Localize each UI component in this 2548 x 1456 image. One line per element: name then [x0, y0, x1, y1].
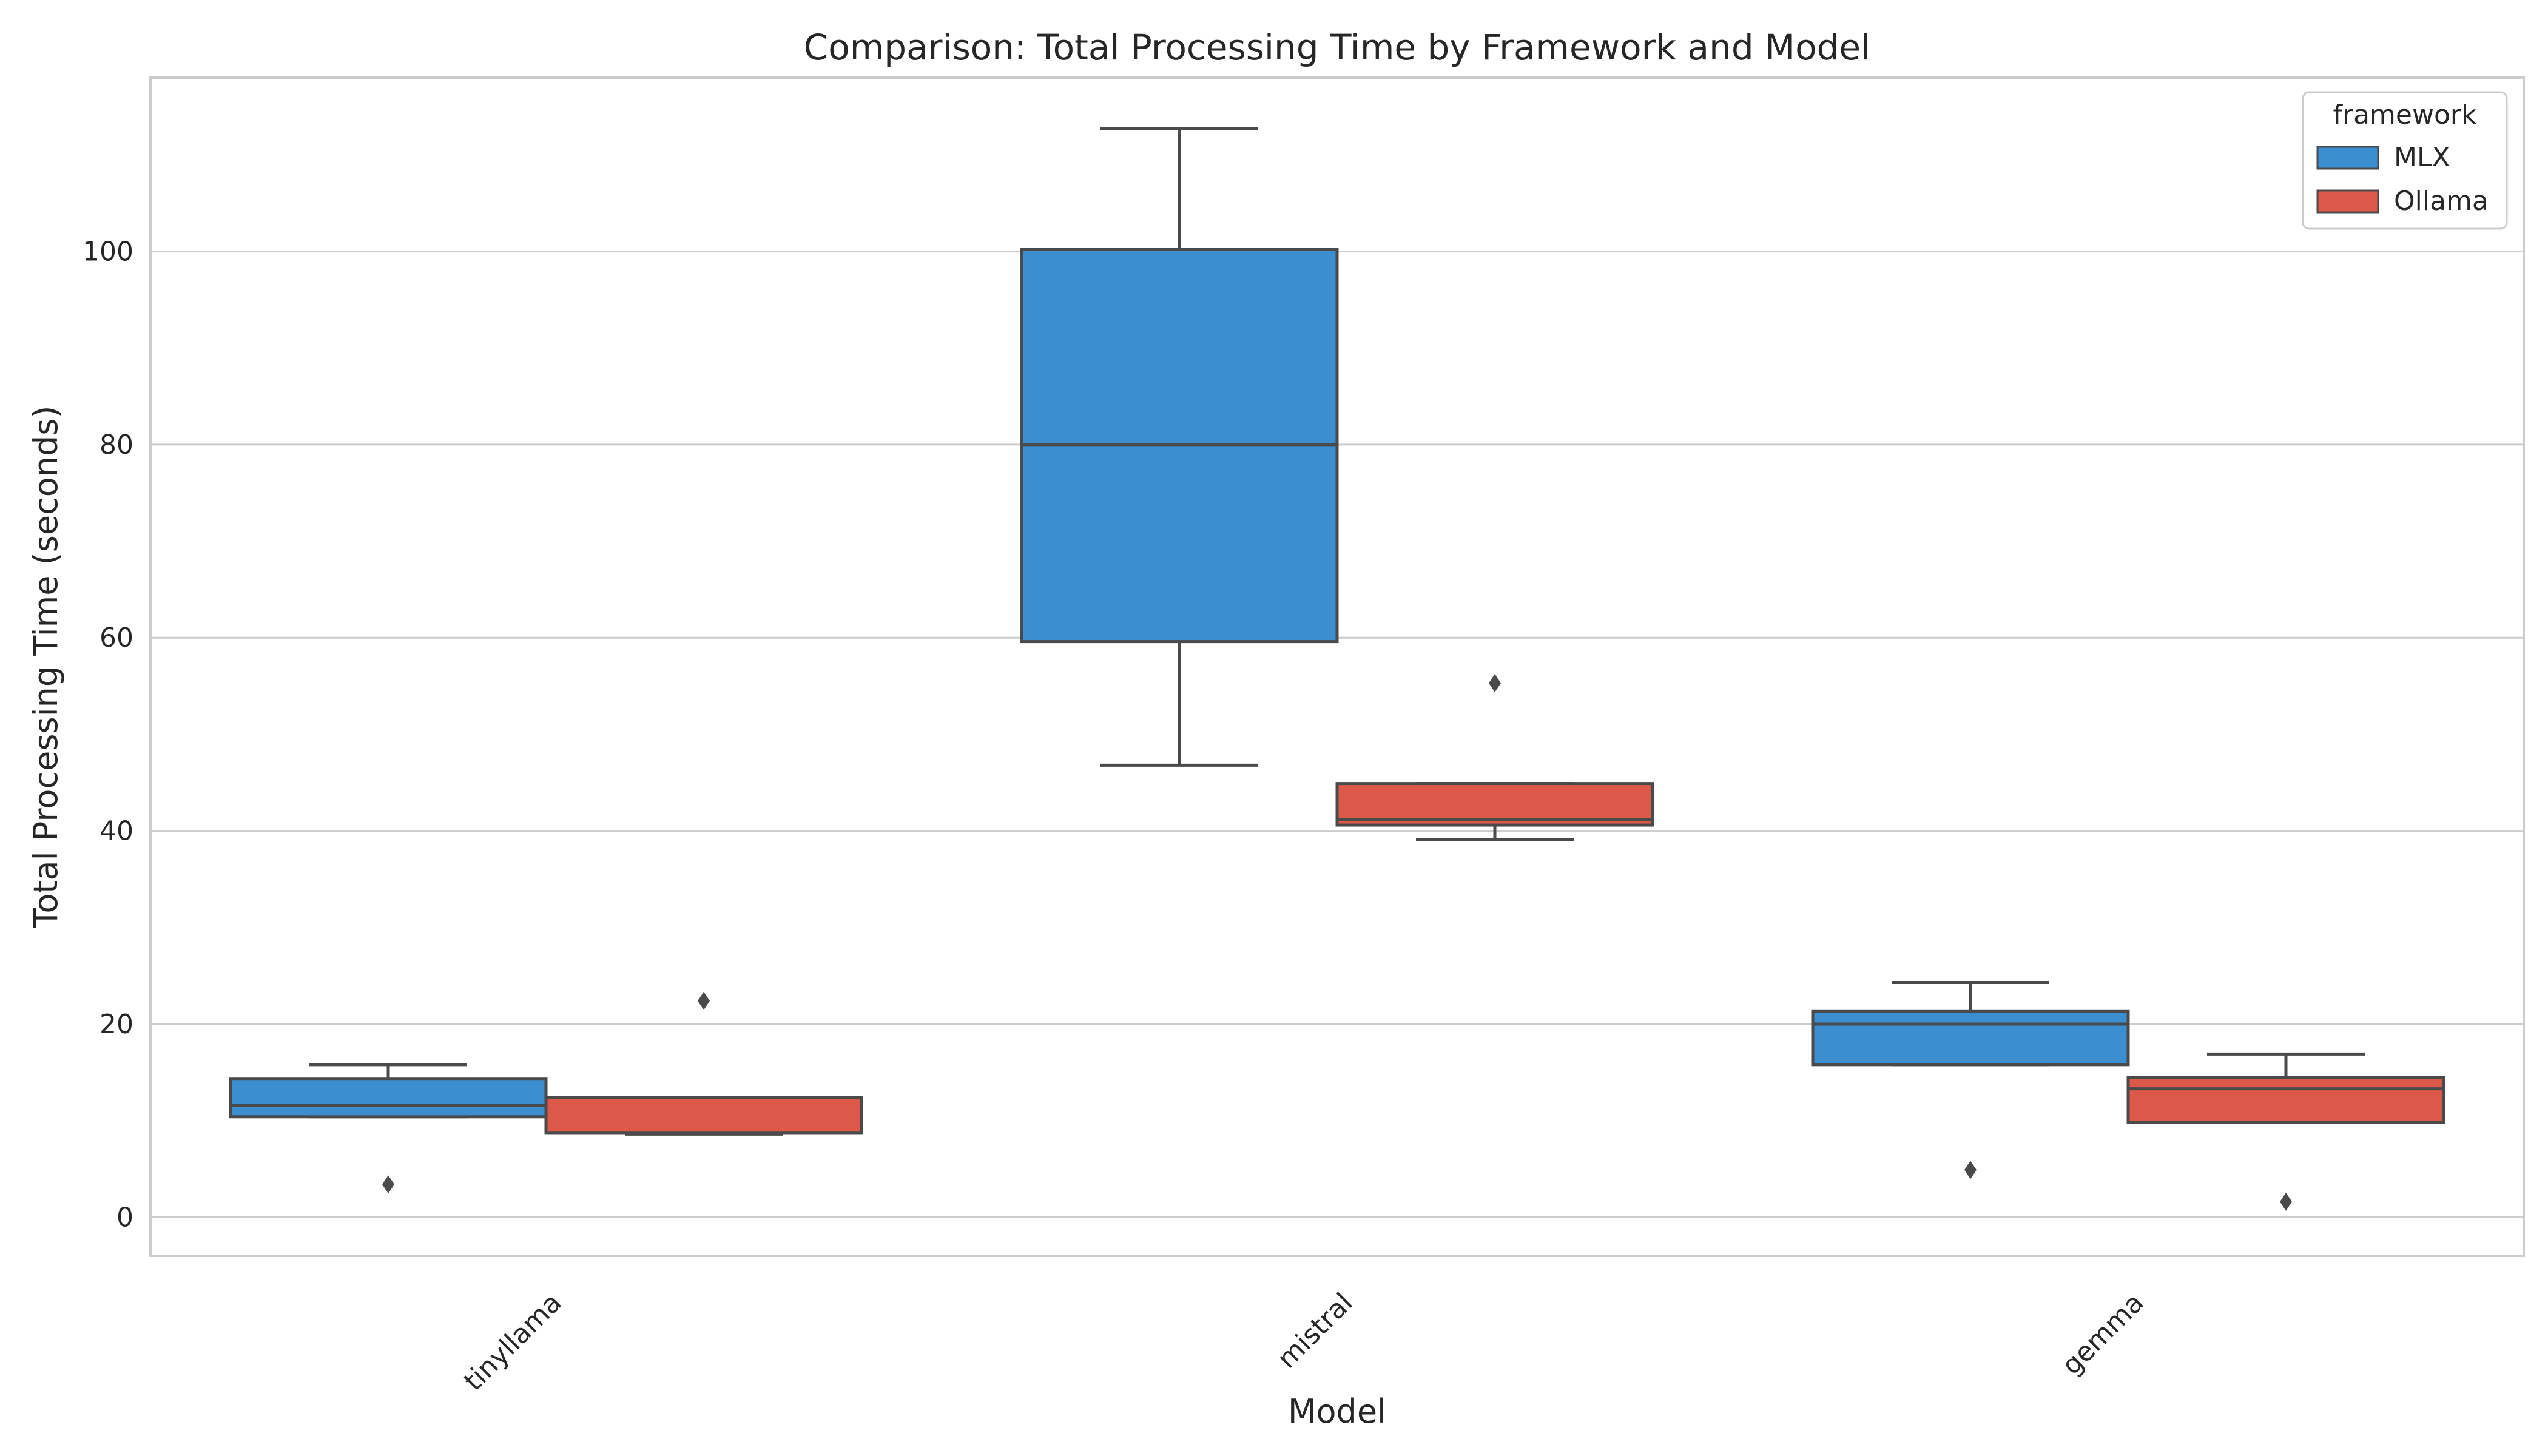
box-body: [1811, 1009, 2130, 1067]
box-body: [2126, 1076, 2445, 1124]
legend-swatch: [2316, 146, 2379, 170]
legend-items: MLX Ollama: [2316, 142, 2489, 217]
y-axis-label: Total Processing Time (seconds): [27, 406, 65, 929]
outlier-point: [2280, 1192, 2292, 1211]
y-tick-label: 20: [99, 1009, 133, 1040]
box-Ollama-tinyllama: [544, 991, 863, 1136]
outlier-point: [698, 991, 710, 1010]
x-tick-label: gemma: [2056, 1287, 2150, 1381]
box-plots: [229, 127, 2445, 1211]
box-body: [229, 1077, 548, 1119]
box-Ollama-mistral: [1335, 674, 1654, 841]
legend-swatch: [2316, 189, 2379, 214]
y-tick-label: 100: [83, 237, 133, 268]
box-MLX-mistral: [1020, 127, 1339, 767]
x-tick-label: mistral: [1272, 1287, 1359, 1375]
legend-label: Ollama: [2394, 186, 2489, 217]
chart-title: Comparison: Total Processing Time by Fra…: [804, 27, 1870, 68]
y-tick-label: 80: [99, 430, 133, 460]
outlier-point: [382, 1175, 394, 1194]
plot-area: [149, 76, 2525, 1257]
x-tick-label: tinyllama: [458, 1287, 568, 1397]
y-tick-label: 60: [99, 622, 133, 653]
legend: framework MLX Ollama: [2302, 91, 2508, 230]
box-MLX-tinyllama: [229, 1063, 548, 1194]
box-Ollama-gemma: [2126, 1052, 2445, 1211]
box-body: [544, 1096, 863, 1135]
outlier-point: [1489, 674, 1501, 693]
box-MLX-gemma: [1811, 981, 2130, 1179]
x-axis-label: Model: [1288, 1392, 1386, 1431]
outlier-point: [1964, 1161, 1977, 1179]
legend-item-Ollama: Ollama: [2316, 186, 2489, 217]
legend-label: MLX: [2394, 142, 2450, 173]
y-tick-label: 40: [99, 816, 133, 847]
y-tick-label: 0: [116, 1202, 133, 1233]
legend-item-MLX: MLX: [2316, 142, 2450, 173]
legend-title: framework: [2333, 99, 2477, 130]
